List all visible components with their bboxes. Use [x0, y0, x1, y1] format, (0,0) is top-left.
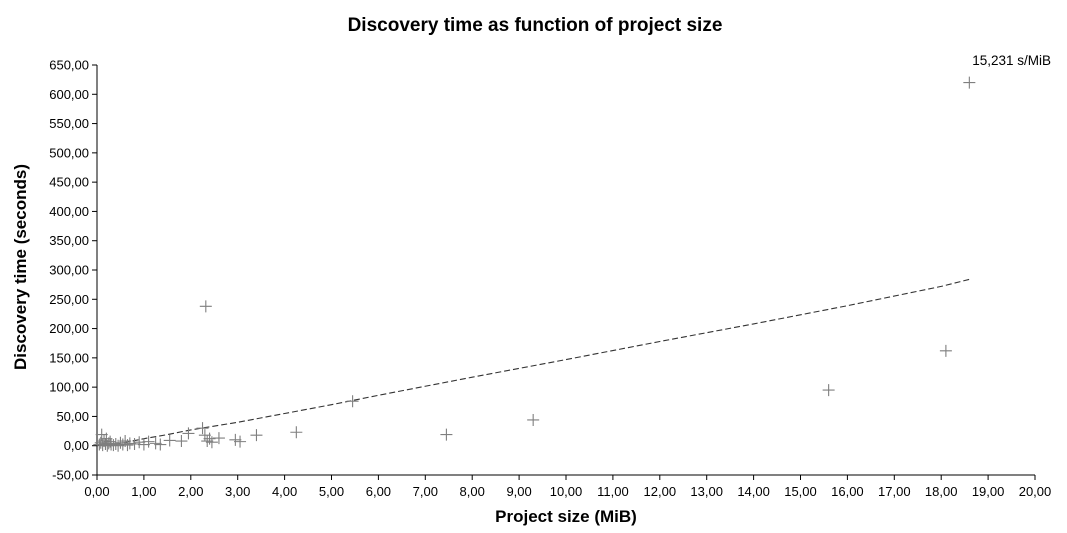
data-point — [114, 436, 127, 449]
data-point — [128, 437, 141, 450]
data-point — [440, 428, 453, 441]
y-tick-label: 250,00 — [49, 292, 89, 307]
data-point — [527, 413, 540, 426]
data-point — [290, 426, 303, 439]
y-tick-label: 100,00 — [49, 380, 89, 395]
x-tick-label: 10,00 — [550, 484, 583, 499]
y-tick-label: -50,00 — [52, 468, 89, 483]
data-points-group — [93, 76, 976, 452]
x-tick-label: 4,00 — [272, 484, 297, 499]
x-tick-label: 13,00 — [690, 484, 723, 499]
y-tick-label: 150,00 — [49, 350, 89, 365]
data-point — [142, 435, 155, 448]
data-point — [102, 437, 115, 450]
y-tick-label: 400,00 — [49, 204, 89, 219]
x-tick-label: 2,00 — [178, 484, 203, 499]
x-axis-title: Project size (MiB) — [495, 507, 637, 526]
y-tick-label: 300,00 — [49, 263, 89, 278]
data-point — [163, 434, 176, 447]
data-point — [229, 433, 242, 446]
x-tick-label: 12,00 — [644, 484, 677, 499]
x-tick-label: 16,00 — [831, 484, 864, 499]
x-tick-label: 18,00 — [925, 484, 958, 499]
chart-title: Discovery time as function of project si… — [348, 15, 723, 36]
x-tick-label: 20,00 — [1019, 484, 1052, 499]
y-tick-label: 550,00 — [49, 116, 89, 131]
x-tick-label: 1,00 — [131, 484, 156, 499]
y-tick-label: 500,00 — [49, 145, 89, 160]
data-point — [822, 384, 835, 397]
data-point — [133, 436, 146, 449]
y-tick-label: 50,00 — [56, 409, 89, 424]
x-tick-label: 0,00 — [84, 484, 109, 499]
data-point — [212, 432, 225, 445]
y-tick-label: 650,00 — [49, 58, 89, 73]
x-tick-label: 15,00 — [784, 484, 817, 499]
data-point — [112, 439, 125, 452]
x-tick-label: 8,00 — [460, 484, 485, 499]
trendline — [96, 278, 970, 447]
data-point — [109, 437, 122, 450]
x-tick-label: 5,00 — [319, 484, 344, 499]
y-tick-label: 450,00 — [49, 175, 89, 190]
x-tick-label: 14,00 — [737, 484, 770, 499]
data-point — [123, 437, 136, 450]
data-point — [149, 437, 162, 450]
x-tick-label: 17,00 — [878, 484, 911, 499]
data-point — [107, 439, 120, 452]
data-point — [346, 395, 359, 408]
y-tick-label: 600,00 — [49, 87, 89, 102]
data-point — [137, 438, 150, 451]
data-point — [99, 437, 112, 450]
y-tick-label: 200,00 — [49, 321, 89, 336]
data-point — [196, 422, 209, 435]
y-axis-title: Discovery time (seconds) — [11, 164, 30, 370]
x-tick-label: 9,00 — [506, 484, 531, 499]
data-point — [98, 435, 111, 448]
x-tick-label: 7,00 — [413, 484, 438, 499]
data-point — [939, 344, 952, 357]
data-point — [199, 300, 212, 313]
x-tick-label: 11,00 — [597, 484, 629, 499]
data-point — [963, 76, 976, 89]
x-tick-label: 3,00 — [225, 484, 250, 499]
data-point — [201, 435, 214, 448]
data-point — [250, 429, 263, 442]
axes: 0,00 1,00 2,00 3,00 4,00 5,00 6,00 7,00 8,00 9,00… — [49, 58, 1051, 500]
slope-annotation: 15,231 s/MiB — [972, 53, 1051, 68]
x-tick-label: 19,00 — [972, 484, 1005, 499]
data-point — [121, 439, 134, 452]
data-point — [105, 438, 118, 451]
data-point — [182, 427, 195, 440]
data-point — [175, 435, 188, 448]
y-tick-label: 0,00 — [64, 438, 89, 453]
y-tick-label: 350,00 — [49, 233, 89, 248]
data-point — [154, 438, 167, 451]
data-point — [234, 435, 247, 448]
data-point — [205, 436, 218, 449]
x-tick-label: 6,00 — [366, 484, 391, 499]
trendline-group — [96, 278, 970, 447]
